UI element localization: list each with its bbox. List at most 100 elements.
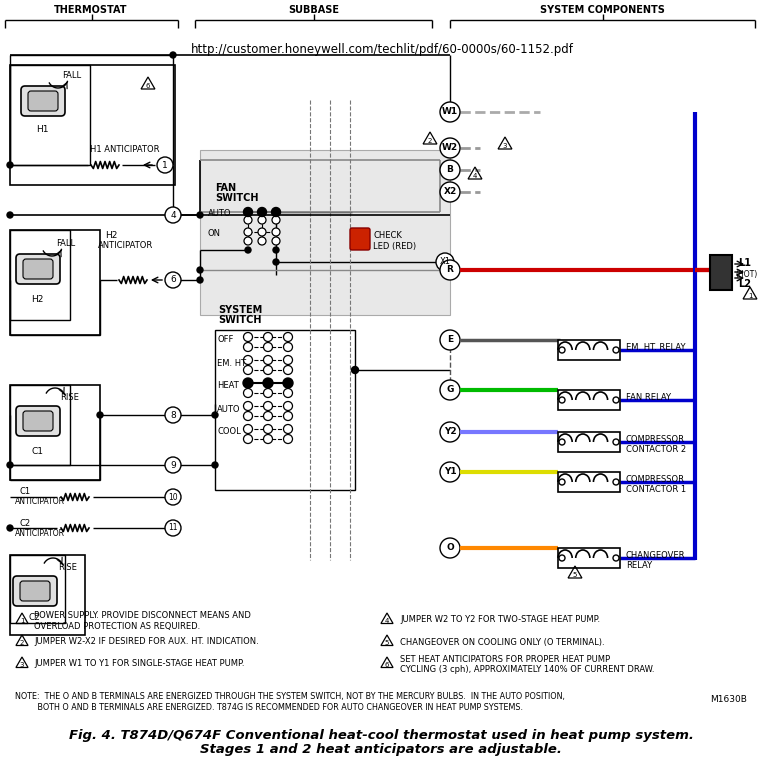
Circle shape (613, 555, 619, 561)
Text: 5: 5 (573, 572, 577, 578)
Text: CHANGEOVER ON COOLING ONLY (O TERMINAL).: CHANGEOVER ON COOLING ONLY (O TERMINAL). (400, 637, 604, 647)
Text: 3: 3 (503, 143, 507, 149)
Circle shape (165, 520, 181, 536)
Circle shape (559, 479, 565, 485)
Circle shape (165, 457, 181, 473)
Text: X1: X1 (439, 257, 450, 266)
Circle shape (273, 259, 279, 265)
FancyBboxPatch shape (16, 254, 60, 284)
Circle shape (165, 272, 181, 288)
Circle shape (244, 228, 252, 236)
Circle shape (613, 347, 619, 353)
Text: 9: 9 (170, 461, 176, 469)
Text: AUTO: AUTO (208, 208, 231, 217)
Circle shape (243, 356, 253, 365)
Circle shape (197, 267, 203, 273)
Circle shape (440, 462, 460, 482)
Circle shape (263, 402, 272, 411)
FancyBboxPatch shape (23, 259, 53, 279)
Text: ANTICIPATOR: ANTICIPATOR (98, 241, 153, 250)
Circle shape (440, 422, 460, 442)
Text: 2: 2 (20, 640, 24, 646)
Text: COMPRESSOR: COMPRESSOR (626, 475, 685, 485)
Circle shape (273, 247, 279, 253)
FancyBboxPatch shape (28, 91, 58, 111)
Text: NOTE:  THE O AND B TERMINALS ARE ENERGIZED THROUGH THE SYSTEM SWITCH, NOT BY THE: NOTE: THE O AND B TERMINALS ARE ENERGIZE… (15, 693, 565, 701)
Text: C1: C1 (31, 448, 43, 456)
Circle shape (613, 479, 619, 485)
Bar (558, 390, 620, 410)
Text: ANTICIPATOR: ANTICIPATOR (15, 528, 65, 538)
Circle shape (212, 462, 218, 468)
Text: Y1: Y1 (444, 468, 456, 476)
Text: FAN RELAY: FAN RELAY (626, 393, 671, 402)
Text: 6: 6 (146, 83, 150, 89)
Circle shape (170, 52, 176, 58)
FancyBboxPatch shape (16, 406, 60, 436)
Circle shape (440, 260, 460, 280)
Text: H1: H1 (36, 125, 48, 134)
Text: 2: 2 (428, 137, 432, 144)
Text: H2: H2 (31, 296, 43, 304)
Circle shape (7, 162, 13, 168)
Bar (710, 255, 732, 290)
Circle shape (263, 343, 272, 352)
Text: SWITCH: SWITCH (218, 315, 262, 325)
Circle shape (436, 253, 454, 271)
Text: 8: 8 (170, 411, 176, 419)
Circle shape (243, 378, 253, 388)
Text: ANTICIPATOR: ANTICIPATOR (15, 498, 65, 507)
Circle shape (284, 343, 292, 352)
Circle shape (243, 402, 253, 411)
Text: L2: L2 (738, 279, 751, 289)
Bar (10, 65, 90, 165)
Bar (558, 340, 620, 360)
Circle shape (284, 425, 292, 433)
Circle shape (440, 380, 460, 400)
Circle shape (243, 435, 253, 443)
Bar (10, 385, 70, 465)
Circle shape (283, 378, 293, 388)
Circle shape (244, 237, 252, 245)
Bar (10, 385, 100, 480)
Circle shape (263, 412, 272, 421)
Text: E: E (447, 336, 453, 345)
Text: SUBBASE: SUBBASE (288, 5, 340, 15)
Circle shape (440, 182, 460, 202)
Text: JUMPER W1 TO Y1 FOR SINGLE-STAGE HEAT PUMP.: JUMPER W1 TO Y1 FOR SINGLE-STAGE HEAT PU… (34, 660, 244, 668)
Text: http://customer.honeywell.com/techlit/pdf/60-0000s/60-1152.pdf: http://customer.honeywell.com/techlit/pd… (191, 44, 574, 57)
Text: FALL: FALL (62, 71, 81, 81)
Circle shape (245, 247, 251, 253)
Text: 6: 6 (385, 662, 389, 667)
Text: SET HEAT ANTICIPATORS FOR PROPER HEAT PUMP: SET HEAT ANTICIPATORS FOR PROPER HEAT PU… (400, 656, 610, 664)
Circle shape (257, 207, 266, 217)
Circle shape (243, 366, 253, 375)
Circle shape (440, 330, 460, 350)
Text: G: G (446, 386, 454, 395)
Circle shape (263, 333, 272, 342)
Text: RISE: RISE (58, 562, 77, 571)
Text: H2: H2 (105, 230, 118, 240)
Circle shape (7, 212, 13, 218)
Circle shape (272, 237, 280, 245)
FancyBboxPatch shape (20, 581, 50, 601)
Text: 1: 1 (162, 161, 168, 170)
Circle shape (258, 216, 266, 224)
Circle shape (243, 207, 253, 217)
Text: 3: 3 (20, 662, 24, 667)
Text: CONTACTOR 2: CONTACTOR 2 (626, 445, 686, 455)
Circle shape (263, 435, 272, 443)
Circle shape (263, 366, 272, 375)
Text: 5: 5 (385, 640, 389, 646)
Text: HEAT: HEAT (217, 382, 239, 390)
Text: POWER SUPPLY. PROVIDE DISCONNECT MEANS AND: POWER SUPPLY. PROVIDE DISCONNECT MEANS A… (34, 611, 251, 621)
Circle shape (284, 366, 292, 375)
Circle shape (284, 356, 292, 365)
FancyBboxPatch shape (23, 411, 53, 431)
Circle shape (559, 555, 565, 561)
Text: W2: W2 (442, 144, 458, 153)
Bar (10, 65, 175, 185)
Text: Fig. 4. T874D/Q674F Conventional heat-cool thermostat used in heat pump system.: Fig. 4. T874D/Q674F Conventional heat-co… (69, 729, 694, 741)
Bar (558, 472, 620, 492)
Text: THERMOSTAT: THERMOSTAT (54, 5, 127, 15)
